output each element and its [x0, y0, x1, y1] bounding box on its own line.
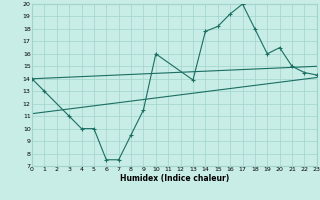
X-axis label: Humidex (Indice chaleur): Humidex (Indice chaleur) [120, 174, 229, 183]
